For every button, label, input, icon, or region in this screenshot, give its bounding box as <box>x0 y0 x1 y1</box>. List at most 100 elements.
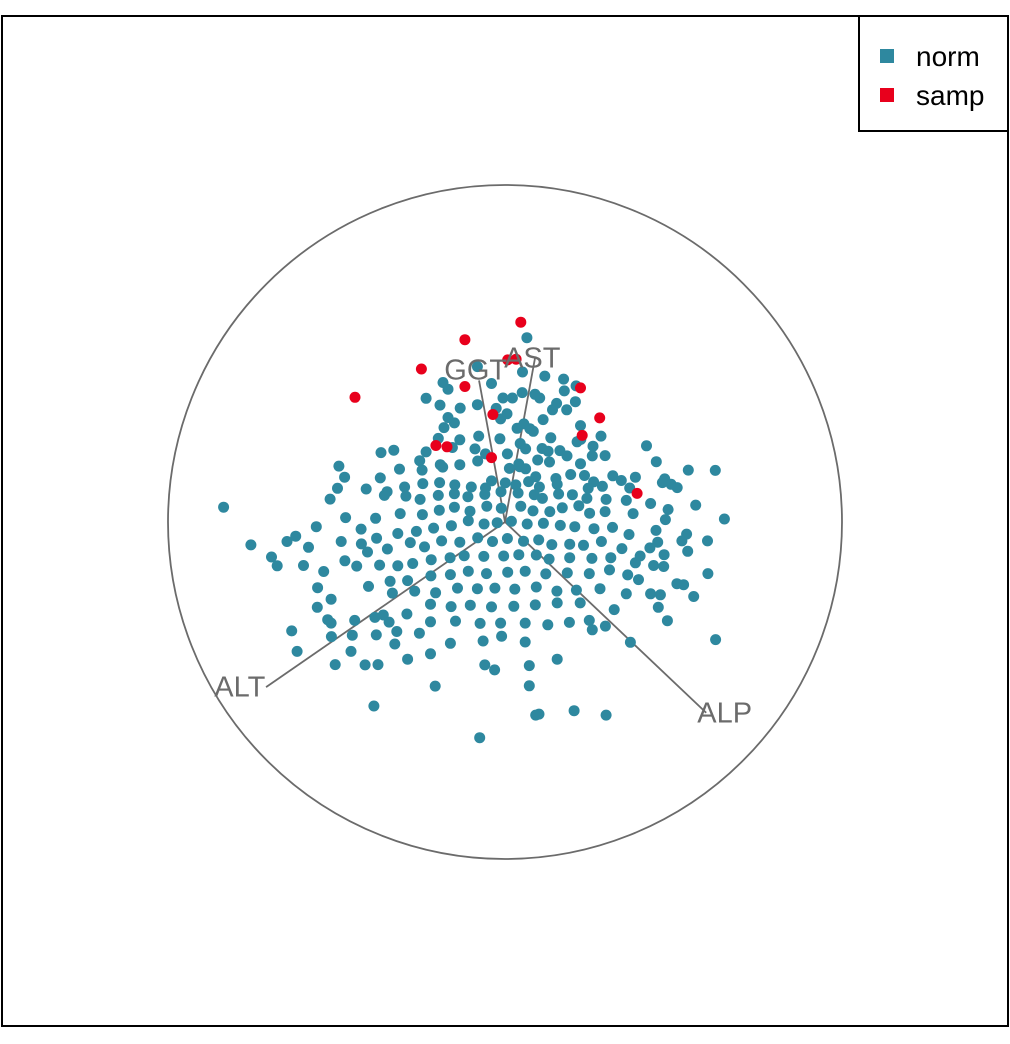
point-norm <box>540 568 552 580</box>
point-samp <box>631 487 643 499</box>
point-norm <box>310 521 322 533</box>
point-norm <box>652 601 664 613</box>
point-norm <box>586 450 598 462</box>
point-norm <box>355 523 367 535</box>
point-norm <box>594 583 606 595</box>
point-norm <box>623 529 635 540</box>
point-norm <box>512 487 524 499</box>
point-norm <box>332 482 343 494</box>
point-norm <box>718 513 730 525</box>
point-norm <box>581 492 593 504</box>
point-norm <box>702 568 714 580</box>
point-norm <box>506 392 518 404</box>
point-norm <box>551 653 563 665</box>
point-norm <box>487 536 498 547</box>
point-norm <box>645 588 657 600</box>
point-norm <box>596 480 608 492</box>
point-norm <box>682 545 694 557</box>
point-norm <box>425 598 436 610</box>
point-norm <box>458 550 470 562</box>
point-norm <box>218 501 230 513</box>
point-norm <box>529 599 541 611</box>
point-norm <box>333 460 345 472</box>
point-norm <box>505 515 517 527</box>
vector-label-ast: AST <box>504 343 561 375</box>
point-norm <box>671 482 683 494</box>
point-norm <box>362 546 373 558</box>
point-norm <box>324 493 336 505</box>
point-norm <box>616 543 628 555</box>
point-norm <box>544 456 555 468</box>
point-norm <box>554 519 566 531</box>
point-norm <box>659 514 671 526</box>
legend-label-norm: norm <box>916 41 980 72</box>
point-norm <box>489 582 501 594</box>
point-norm <box>448 501 460 513</box>
point-norm <box>346 629 358 641</box>
point-norm <box>454 536 466 548</box>
point-norm <box>519 565 531 577</box>
point-norm <box>434 399 446 411</box>
point-norm <box>368 700 380 712</box>
point-norm <box>523 660 535 672</box>
point-samp <box>594 412 606 424</box>
point-norm <box>513 549 525 561</box>
point-norm <box>450 615 461 627</box>
point-norm <box>413 627 425 639</box>
point-norm <box>384 575 396 587</box>
point-norm <box>394 508 406 520</box>
point-norm <box>495 617 507 629</box>
point-norm <box>474 732 486 744</box>
point-norm <box>372 659 384 671</box>
point-norm <box>521 332 533 344</box>
point-norm <box>409 585 421 597</box>
point-samp <box>576 429 588 441</box>
point-norm <box>519 636 531 648</box>
legend-label-samp: samp <box>916 80 984 111</box>
point-norm <box>583 568 595 580</box>
point-norm <box>359 659 371 671</box>
point-samp <box>459 334 471 346</box>
vector-label-alt: ALT <box>214 672 265 704</box>
point-norm <box>360 483 372 495</box>
point-norm <box>586 624 598 636</box>
point-norm <box>532 454 544 466</box>
point-norm <box>349 614 361 626</box>
point-norm <box>520 443 532 455</box>
point-norm <box>322 614 334 626</box>
point-norm <box>402 575 414 587</box>
point-norm <box>629 471 641 483</box>
point-norm <box>448 488 460 500</box>
point-norm <box>551 585 563 597</box>
point-samp <box>515 316 527 328</box>
point-norm <box>499 477 511 489</box>
point-norm <box>551 597 563 609</box>
point-norm <box>498 550 510 562</box>
point-norm <box>543 553 555 565</box>
point-norm <box>620 588 632 600</box>
point-norm <box>318 566 330 577</box>
point-norm <box>519 617 531 629</box>
point-norm <box>345 645 357 657</box>
point-norm <box>569 396 581 408</box>
point-norm <box>481 568 492 580</box>
point-norm <box>523 680 535 692</box>
point-norm <box>374 472 386 484</box>
point-norm <box>584 507 596 519</box>
point-norm <box>563 616 575 628</box>
point-norm <box>702 535 713 547</box>
point-norm <box>452 582 463 594</box>
point-norm <box>392 560 404 572</box>
point-norm <box>392 528 404 539</box>
point-norm <box>375 447 387 459</box>
point-norm <box>438 422 450 434</box>
point-norm <box>464 505 476 517</box>
point-norm <box>442 383 454 395</box>
point-norm <box>370 629 382 641</box>
point-norm <box>588 523 600 535</box>
point-samp <box>459 381 471 392</box>
point-norm <box>533 534 545 546</box>
point-norm <box>595 536 607 547</box>
point-norm <box>662 504 674 515</box>
point-norm <box>386 587 398 599</box>
